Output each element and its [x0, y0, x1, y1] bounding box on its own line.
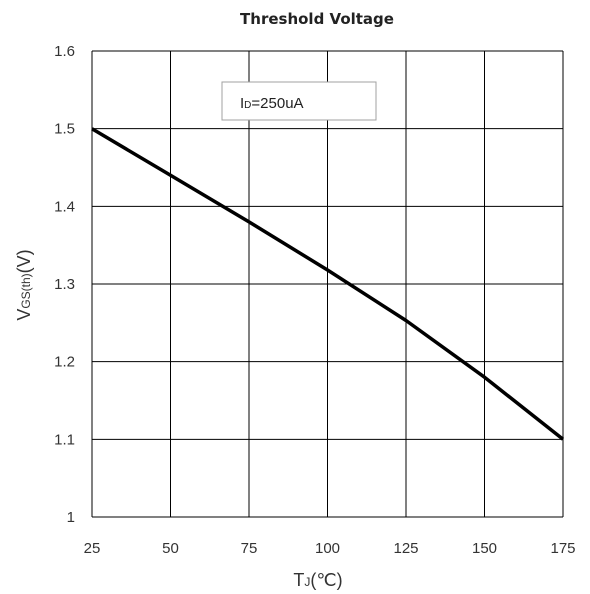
x-axis-label: TJ(℃) [293, 570, 342, 590]
x-axis-label-main: T [293, 570, 304, 590]
x-tick-label: 125 [393, 540, 418, 557]
y-axis-label: VGS(th)(V) [14, 249, 34, 320]
y-tick-label: 1.6 [54, 43, 75, 60]
x-tick-label: 75 [241, 540, 258, 557]
x-tick-label: 150 [472, 540, 497, 557]
x-tick-label: 100 [315, 540, 340, 557]
x-axis-label-unit: (℃) [310, 570, 342, 590]
y-axis-label-sub: GS(th) [19, 273, 33, 308]
x-tick-label: 50 [162, 540, 179, 557]
y-tick-label: 1.4 [54, 198, 75, 215]
annotation-sub: D [244, 100, 251, 111]
y-tick-label: 1.2 [54, 354, 75, 371]
y-tick-label: 1.5 [54, 121, 75, 138]
y-tick-labels: 1 1.1 1.2 1.3 1.4 1.5 1.6 [54, 43, 75, 526]
y-axis-label-unit: (V) [14, 249, 34, 273]
y-tick-label: 1.1 [54, 431, 75, 448]
annotation-box: ID=250uA [221, 81, 377, 121]
x-tick-label: 175 [550, 540, 575, 557]
annotation-main: I [240, 95, 244, 112]
annotation-text: ID=250uA [240, 95, 304, 112]
series-line-0 [91, 127, 565, 441]
x-axis-label-sub: J [304, 575, 310, 589]
y-axis-label-main: V [14, 309, 34, 321]
x-tick-labels: 25 50 75 100 125 150 175 [84, 540, 576, 557]
y-tick-label: 1 [67, 509, 75, 526]
annotation-rest: =250uA [251, 95, 303, 112]
series-group [91, 127, 565, 441]
annotation-frame [221, 81, 377, 121]
chart-title: Threshold Voltage [240, 10, 394, 28]
x-tick-label: 25 [84, 540, 101, 557]
y-tick-label: 1.3 [54, 276, 75, 293]
grid [91, 50, 564, 518]
